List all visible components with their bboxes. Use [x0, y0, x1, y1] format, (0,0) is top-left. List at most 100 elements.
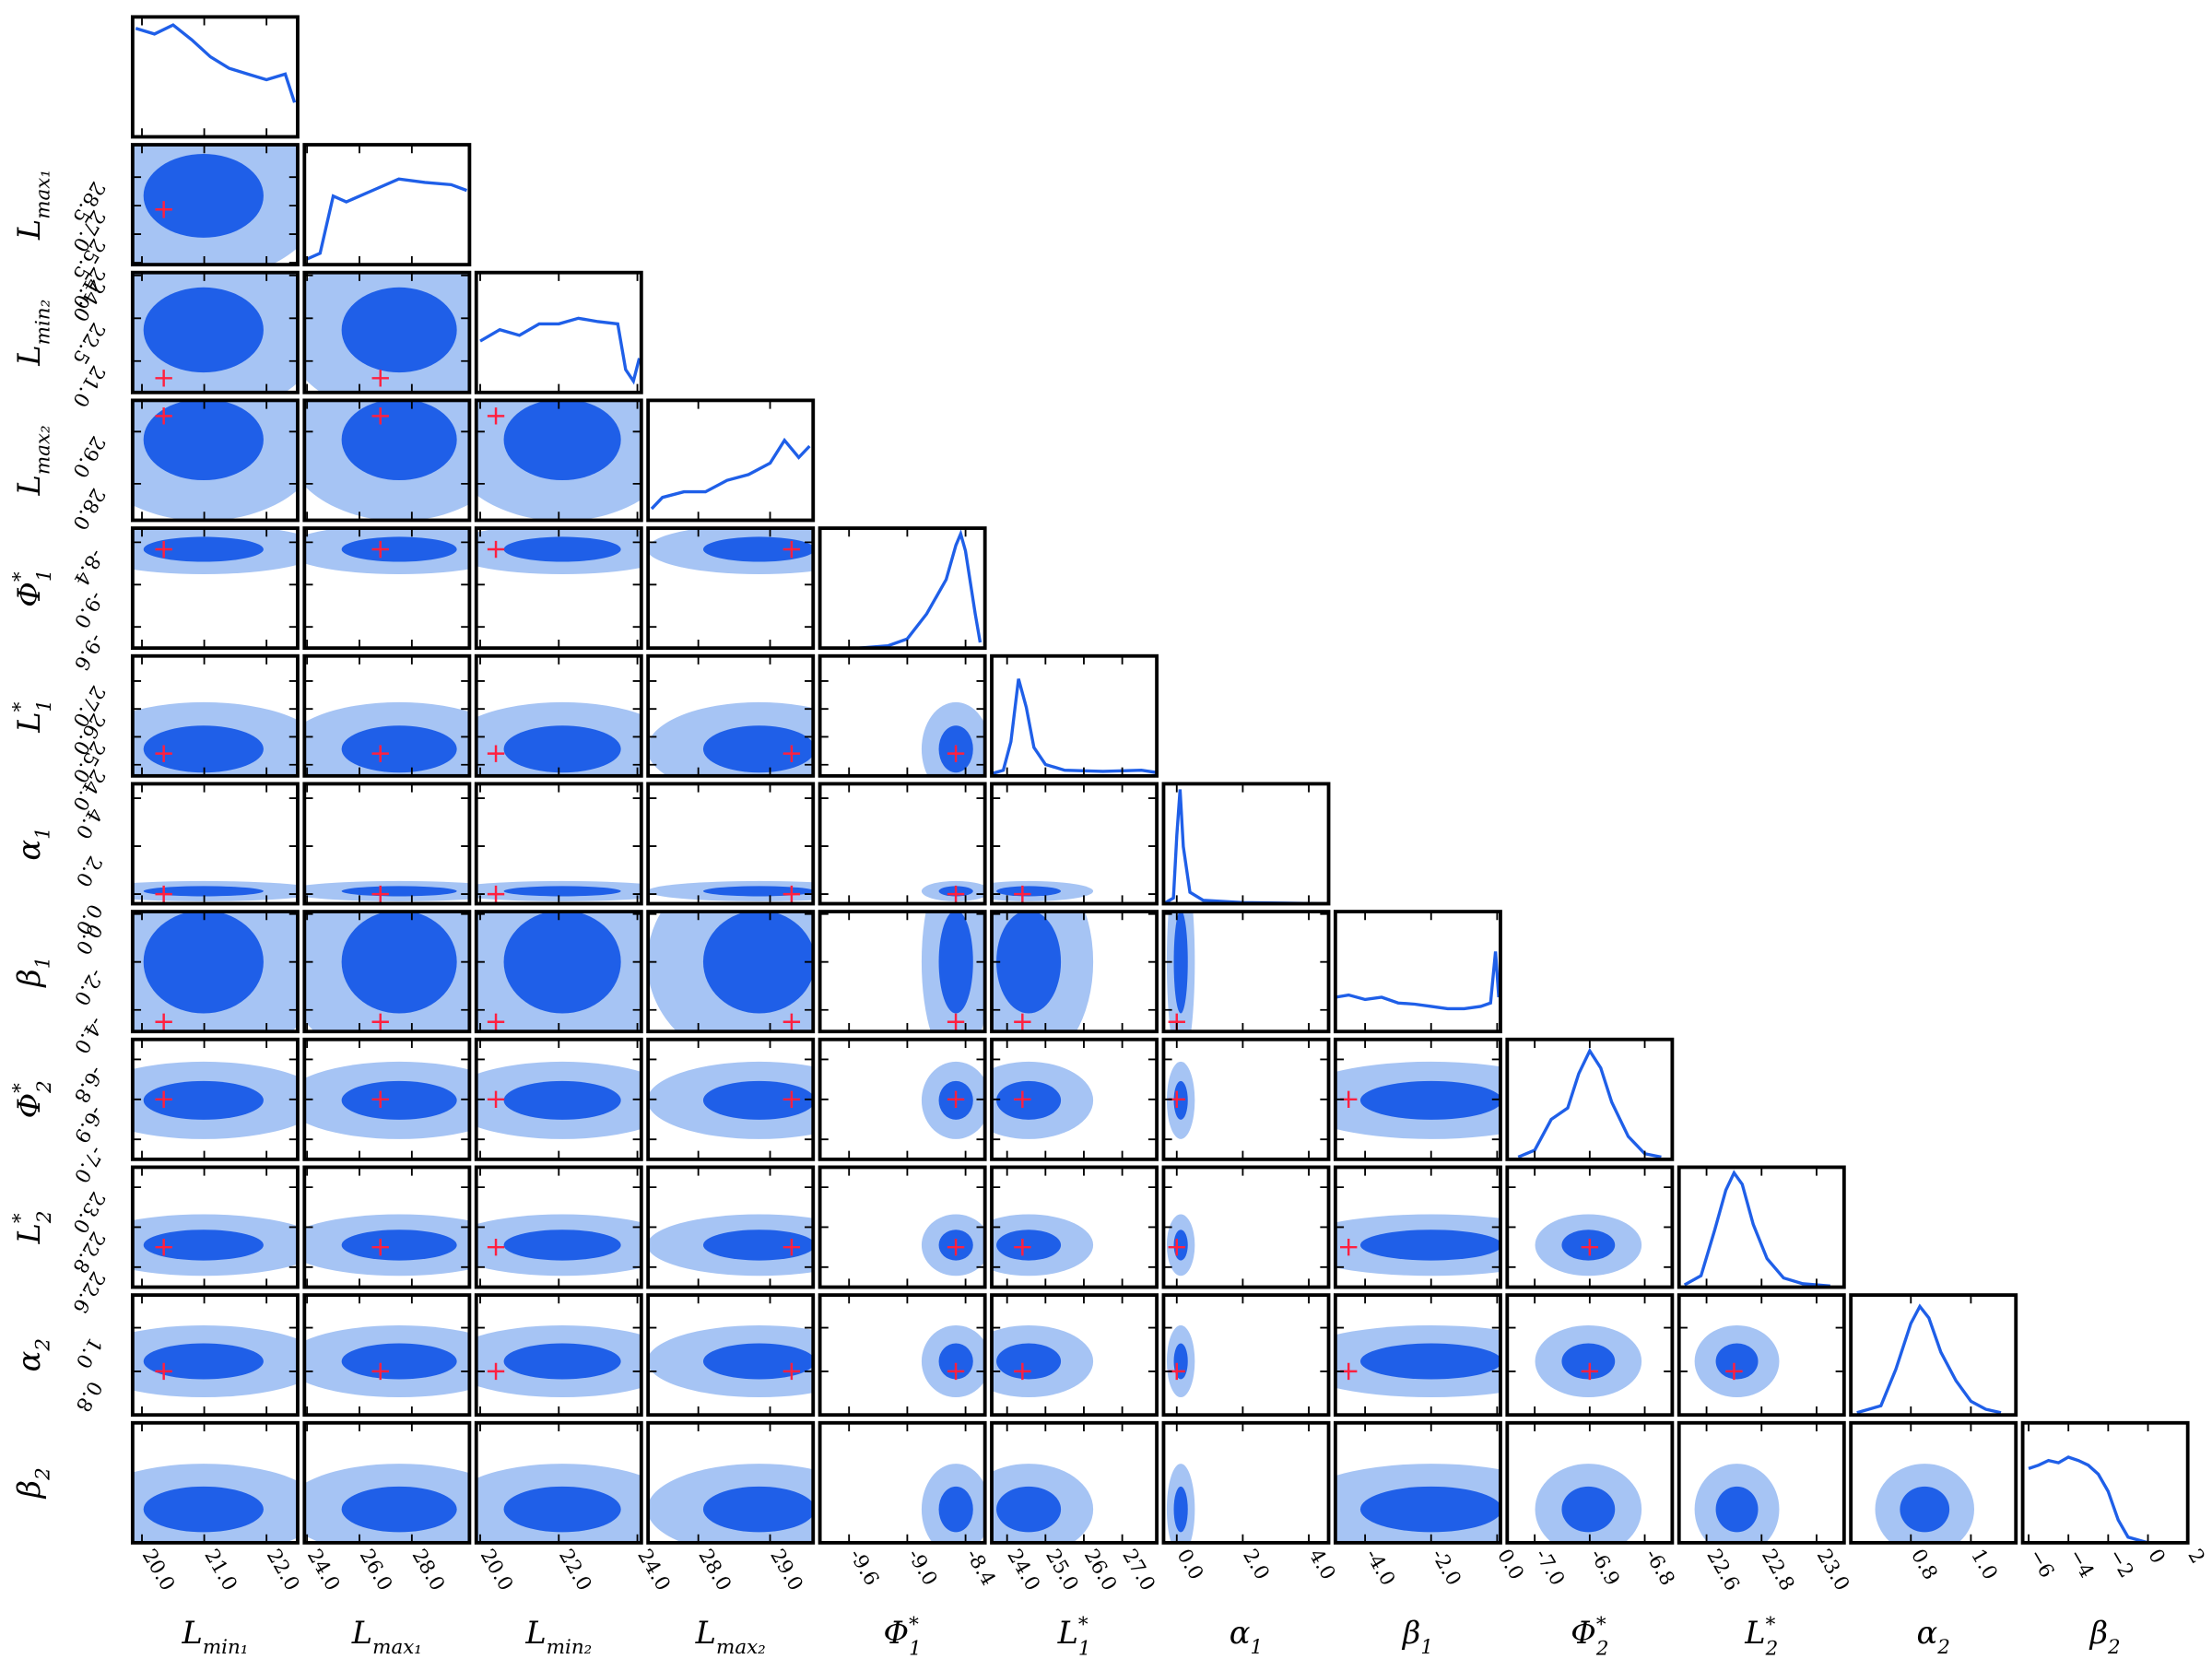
label-sup: * [9, 571, 32, 582]
x-tick-label: -8.4 [960, 1546, 999, 1590]
panel [476, 912, 641, 1032]
panel [921, 701, 985, 776]
panel [476, 1061, 641, 1139]
truth-marker [371, 1362, 389, 1381]
panel-frame [1333, 910, 1502, 1034]
marginal-curve [1856, 1303, 2002, 1415]
truth-marker [782, 1013, 801, 1030]
panel-frame [1333, 1293, 1502, 1418]
panel-frame [1161, 782, 1331, 906]
x-tick-label: 24.0 [632, 1546, 674, 1595]
x-tick-label: 25.0 [1041, 1546, 1082, 1595]
truth-marker [947, 1013, 965, 1030]
panel [1166, 1214, 1195, 1277]
y-tick-label: 2.0 [71, 852, 107, 890]
panel-frame [130, 1420, 300, 1545]
panel-frame [302, 782, 472, 906]
panel [1335, 1324, 1500, 1398]
x-tick-label: 20.0 [137, 1546, 179, 1595]
panel [650, 437, 811, 511]
density-inner [341, 725, 457, 773]
truth-marker [487, 1362, 505, 1381]
panel [479, 316, 641, 385]
density-inner [1173, 1486, 1188, 1533]
density-inner [503, 725, 621, 773]
density-inner [143, 536, 264, 562]
label-symbol: Φ [884, 1615, 910, 1651]
label-sub: 1 [33, 700, 56, 712]
truth-marker [1014, 1238, 1031, 1256]
truth-marker [947, 1090, 965, 1108]
label-sub: 1 [32, 957, 55, 970]
panel [1335, 951, 1500, 1011]
truth-marker [1014, 885, 1031, 903]
panel [992, 880, 1094, 903]
truth-marker [487, 1090, 505, 1108]
panel [1166, 1324, 1195, 1398]
x-tick-label: -2.0 [1427, 1546, 1465, 1590]
axis-label: Φ*2 [1571, 1613, 1608, 1659]
panel-frame [646, 1293, 816, 1418]
label-symbol: L [11, 475, 47, 496]
panel [648, 912, 814, 1032]
panel [132, 912, 298, 1032]
label-sup: * [909, 1613, 919, 1636]
x-tick-label: 2 [2183, 1546, 2208, 1568]
label-sup: * [9, 701, 32, 712]
label-sub: max₁ [32, 170, 55, 219]
marginal-curve [2028, 1455, 2178, 1543]
truth-marker [1168, 1238, 1185, 1256]
truth-marker [782, 885, 801, 903]
panel [648, 1214, 814, 1277]
marginal-curve [650, 437, 811, 511]
panel [1166, 1464, 1195, 1543]
x-tick-label: 24.0 [1002, 1546, 1043, 1595]
y-tick-label: 4.0 [71, 804, 107, 842]
density-inner [702, 1486, 814, 1533]
panel [1856, 1303, 2002, 1415]
truth-marker [487, 540, 505, 559]
panel [992, 1061, 1094, 1139]
panel [304, 1214, 470, 1277]
panel-frame [818, 526, 987, 651]
x-tick-label: 2.0 [1238, 1546, 1274, 1584]
panel-frame [646, 1420, 816, 1545]
truth-marker [371, 370, 389, 387]
density-inner [503, 1080, 621, 1120]
label-sub: 2 [1936, 1636, 1950, 1659]
panel [921, 1061, 985, 1139]
x-tick-label: -7.0 [1530, 1546, 1569, 1590]
axis-label: Lmax₂ [11, 425, 55, 496]
label-sub: max₁ [372, 1636, 422, 1659]
panel-frame [1161, 1420, 1331, 1545]
axis-label: Lmin₁ [181, 1615, 248, 1659]
truth-marker [155, 540, 172, 559]
y-tick-label: 0.8 [71, 1377, 107, 1416]
panel-frame [302, 143, 472, 267]
panel-frame [818, 1420, 987, 1545]
panel [132, 1464, 298, 1543]
label-symbol: α [11, 840, 47, 861]
x-tick-label: −2 [2103, 1546, 2137, 1583]
truth-marker [782, 745, 801, 762]
panel [992, 912, 1094, 1032]
truth-marker [155, 1238, 172, 1256]
panel [476, 1214, 641, 1277]
y-tick-label: -9.6 [69, 629, 108, 674]
density-inner [996, 912, 1062, 1014]
x-tick-label: -6.9 [1585, 1546, 1624, 1590]
density-inner [996, 886, 1062, 897]
x-tick-label: 0.0 [1172, 1546, 1208, 1584]
label-sub: 1 [909, 1637, 922, 1659]
panel-frame [1849, 1293, 2018, 1418]
panel [132, 701, 298, 776]
label-symbol: Φ [11, 582, 47, 607]
label-sub: 2 [33, 1210, 56, 1224]
panel-frame [130, 270, 300, 394]
panel [648, 1324, 814, 1398]
panel-frame [1161, 1293, 1331, 1418]
panel [476, 880, 641, 903]
x-tick-label: −6 [2024, 1546, 2058, 1583]
y-tick-label: -4.0 [69, 1013, 108, 1057]
x-tick-label: 0.8 [1906, 1546, 1942, 1584]
